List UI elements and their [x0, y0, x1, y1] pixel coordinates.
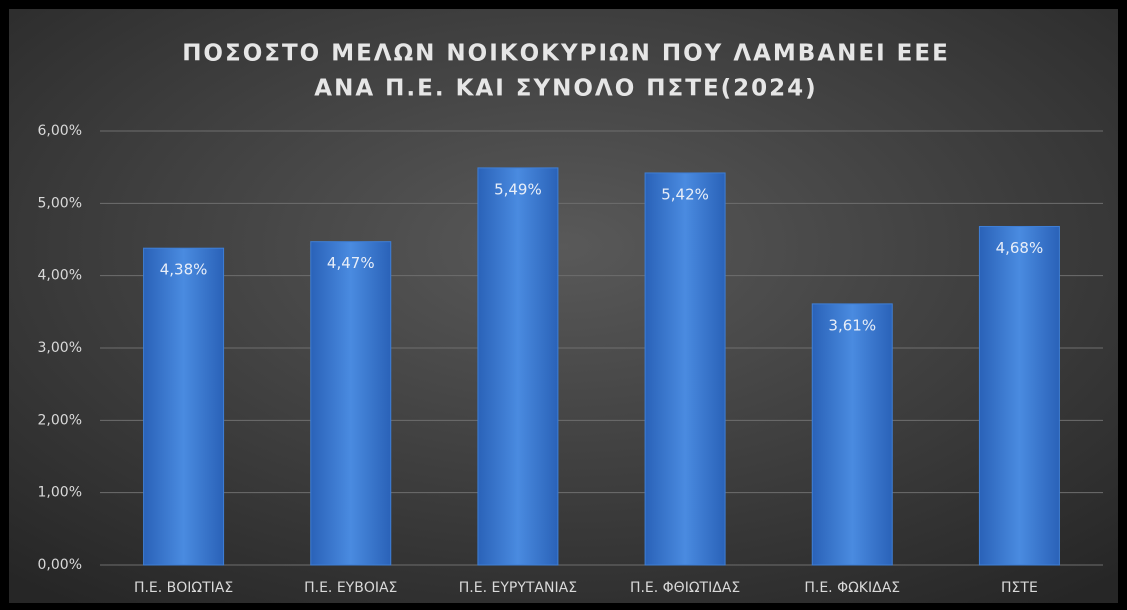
y-tick-label: 0,00% [38, 557, 82, 573]
chart-title: ΑΝΑ Π.Ε. ΚΑΙ ΣΥΝΟΛΟ ΠΣΤΕ(2024) [314, 76, 817, 102]
y-tick-label: 2,00% [38, 412, 82, 428]
x-tick-label: Π.Ε. ΒΟΙΩΤΙΑΣ [134, 580, 233, 596]
chart-title: ΠΟΣΟΣΤΟ ΜΕΛΩΝ ΝΟΙΚΟΚΥΡΙΩΝ ΠΟΥ ΛΑΜΒΑΝΕΙ Ε… [182, 41, 950, 67]
value-label: 4,38% [160, 261, 208, 279]
y-tick-label: 4,00% [38, 268, 82, 284]
x-tick-label: Π.Ε. ΕΥΡΥΤΑΝΙΑΣ [459, 580, 577, 596]
value-label: 3,61% [828, 316, 876, 334]
bar [310, 241, 392, 566]
x-tick-label: Π.Ε. ΕΥΒΟΙΑΣ [304, 580, 397, 596]
bar [978, 225, 1060, 566]
value-label: 5,42% [661, 185, 709, 203]
value-label: 4,68% [996, 239, 1044, 257]
x-tick-label: Π.Ε. ΦΘΙΩΤΙΔΑΣ [630, 580, 740, 596]
x-tick-label: ΠΣΤΕ [1001, 580, 1038, 596]
bar [143, 247, 225, 566]
y-tick-label: 3,00% [38, 340, 82, 356]
bar [477, 167, 559, 566]
bar [644, 172, 726, 566]
value-label: 4,47% [327, 254, 375, 272]
y-tick-label: 1,00% [38, 485, 82, 501]
y-tick-label: 6,00% [38, 123, 82, 139]
value-label: 5,49% [494, 180, 542, 198]
bar [811, 303, 893, 566]
y-tick-label: 5,00% [38, 195, 82, 211]
x-tick-label: Π.Ε. ΦΩΚΙΔΑΣ [804, 580, 900, 596]
